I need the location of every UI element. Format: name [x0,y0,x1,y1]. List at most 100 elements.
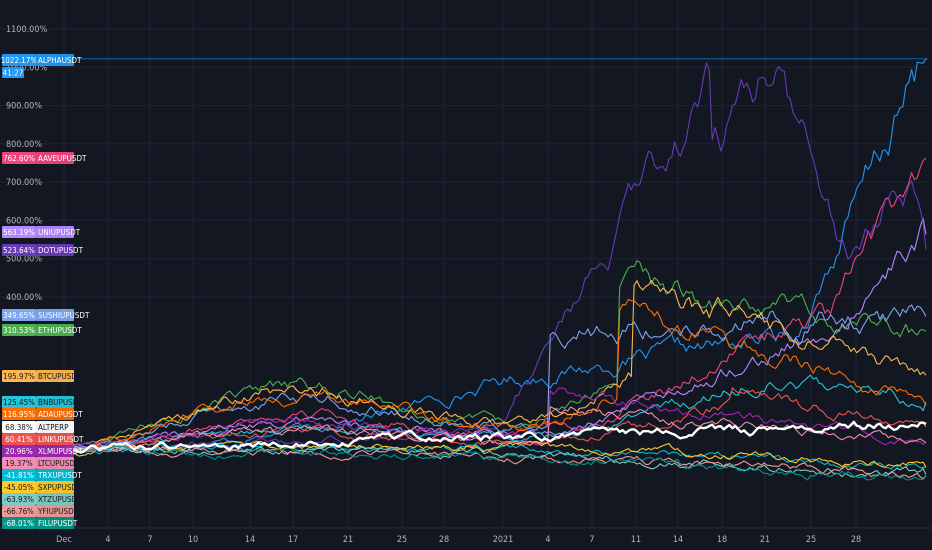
price-tag-name: DOTUPUSDT [38,246,84,255]
price-tag-value-bg [2,517,36,529]
price-tag-value-bg [2,244,36,256]
series-line-filupusdt [61,445,927,481]
series-line-bnbupusdt [61,374,927,450]
x-tick-label: 10 [188,535,198,545]
price-tag-value-bg [2,324,36,336]
price-tag-name-bg [36,445,74,457]
x-tick-label: 4 [105,535,110,545]
price-tag-yfiupusdt: -66.76% YFIUPUSDT [2,505,79,517]
series-line-ethupusdt [61,260,927,452]
price-tag-value-bg [2,505,36,517]
price-tag-value-bg [2,226,36,238]
x-tick-label: 14 [245,535,255,545]
price-tag-value: 563.19% [3,228,35,237]
countdown-badge: 41:27 [2,67,24,78]
price-tag-sushiupusdt: 349.65% SUSHIUPUSDT [2,309,90,321]
price-tag-value: 116.95% [3,410,35,419]
price-tag-name: ADAUPUSDT [38,410,83,419]
price-tag-name: BTCUPUSDT [38,372,82,381]
price-tag-name-bg [36,370,74,382]
series-line-altperp [61,420,927,454]
price-tag-value: 523.64% [3,246,35,255]
price-tag-value-bg [2,54,36,66]
series-line-uniupusdt [61,217,927,452]
x-tick-label: 21 [343,535,353,545]
price-tag-value: 68.38% [5,423,33,432]
series-line-dotupusdt [61,62,927,452]
price-tag-name-bg [36,244,74,256]
price-tag-name: SUSHIUPUSDT [38,311,90,320]
price-tag-value: -68.01% [4,519,34,528]
price-tag-name-bg [36,421,74,433]
price-tag-name-bg [36,226,74,238]
price-tag-value-bg [2,493,36,505]
grid-lines [0,0,928,528]
price-tag-value-bg [2,433,36,445]
price-tag-altperp: 68.38% ALTPERP [2,421,74,433]
price-tag-value: 349.65% [3,311,35,320]
price-tag-name-bg [36,493,74,505]
price-tag-value: 195.97% [3,372,35,381]
price-tag-uniupusdt: 563.19% UNIUPUSDT [2,226,81,238]
price-tag-value: 310.53% [3,326,35,335]
series-line-xtzupusdt [61,445,927,478]
price-tag-name: ALTPERP [38,423,69,432]
x-tick-label: 28 [439,535,449,545]
price-tag-value: -45.05% [4,483,34,492]
price-tag-name: TRXUPUSDT [37,471,82,480]
y-tick-label: 800.00% [6,140,42,150]
y-axis: 1100.00% 1000.00% 900.00% 800.00% 700.00% 600… [6,25,47,303]
price-tag-trxupusdt: -41.81% TRXUPUSDT [2,469,82,481]
x-tick-label: 18 [717,535,727,545]
price-tag-btcupusdt: 195.97% BTCUPUSDT [2,370,82,382]
price-tag-name-bg [36,433,74,445]
x-tick-label: 2021 [493,535,514,545]
price-tag-sxpupusdt: -45.05% SXPUPUSDT [2,481,82,493]
series-line-yfiupusdt [61,446,927,480]
series-line-btcupusdt [61,279,927,452]
price-tag-value-bg [2,481,36,493]
price-tag-bnbupusdt: 125.45% BNBUPUSDT [2,396,83,408]
x-tick-label: 11 [631,535,641,545]
y-tick-label: 600.00% [6,216,42,226]
price-tags: 1022.17% ALPHAUSDT 762.60% AAVEUPUSDT 563.19… [1,54,90,529]
price-tag-name: UNIUPUSDT [38,228,81,237]
series-line-adaupusdt [61,298,927,453]
price-tag-alphausdt: 1022.17% ALPHAUSDT [1,54,82,66]
price-tag-value-bg [2,469,36,481]
price-tag-value-bg [2,152,36,164]
price-tag-name: XLMUPUSDT [38,447,83,456]
price-tag-aaveupusdt: 762.60% AAVEUPUSDT [2,152,87,164]
price-tag-name: ALPHAUSDT [38,56,82,65]
price-tag-value: 19.37% [5,459,33,468]
price-tag-name-bg [36,152,74,164]
x-axis[interactable]: Dec 4 7 10 14 17 21 25 28 2021 4 7 11 14 18 21 25 28 [0,527,932,550]
price-tag-value: 762.60% [3,154,35,163]
price-tag-xtzupusdt: -63.93% XTZUPUSDT [2,493,82,505]
price-tag-name: AAVEUPUSDT [38,154,87,163]
price-tag-ethupusdt: 310.53% ETHUPUSDT [2,324,82,336]
price-tag-name-bg [36,469,74,481]
price-tag-filupusdt: -68.01% FILUPUSDT [2,517,78,529]
price-tag-adaupusdt: 116.95% ADAUPUSDT [2,408,83,420]
price-tag-name-bg [36,481,74,493]
series-lines [0,58,928,481]
price-tag-value-bg [2,370,36,382]
y-tick-label: 700.00% [6,178,42,188]
x-tick-label: 28 [851,535,861,545]
price-tag-name: XTZUPUSDT [38,495,82,504]
x-axis-bg [0,528,932,550]
x-tick-label: 25 [806,535,816,545]
price-tag-name-bg [36,396,74,408]
price-tag-value: -66.76% [4,507,34,516]
x-tick-label: 17 [288,535,298,545]
price-tag-ltcupusdt: 19.37% LTCUPUSDT [2,457,80,469]
x-tick-label: 21 [760,535,770,545]
price-tag-name-bg [36,457,74,469]
series-line-aaveupusdt [61,157,927,453]
y-tick-label: 1100.00% [6,25,47,35]
price-tag-value: 20.96% [5,447,33,456]
price-tag-name-bg [36,54,74,66]
price-tag-value: -41.81% [4,471,34,480]
